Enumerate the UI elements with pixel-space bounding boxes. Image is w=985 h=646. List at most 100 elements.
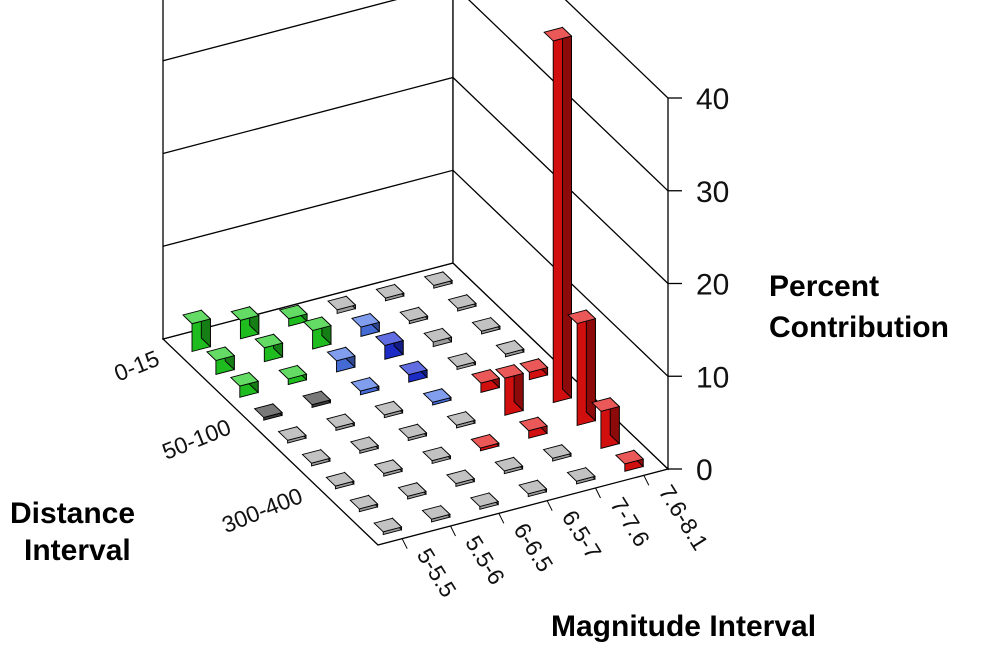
bar-top-face — [519, 358, 549, 373]
bar-top-face — [398, 423, 428, 439]
gridline — [162, 76, 669, 284]
z-tick-label: 40 — [696, 83, 729, 116]
bar — [350, 376, 380, 396]
distance-tick-label: 50-100 — [158, 414, 234, 465]
bar — [494, 456, 524, 475]
bar — [495, 339, 525, 358]
bar — [326, 346, 356, 373]
magnitude-tick-mark — [546, 500, 553, 511]
bar — [351, 312, 381, 337]
bar — [399, 306, 429, 325]
bar — [542, 443, 572, 462]
bar-top-face — [543, 26, 573, 42]
magnitude-axis-title: Magnitude Interval — [551, 610, 816, 643]
bar — [591, 396, 621, 449]
bar-top-face — [469, 492, 500, 507]
bar-top-face — [471, 317, 501, 332]
bar — [614, 449, 645, 472]
bar — [469, 491, 500, 510]
bar — [446, 469, 476, 487]
magnitude-tick-label: 5.5-6 — [460, 531, 510, 589]
bar-top-face — [399, 306, 429, 322]
bar — [422, 446, 452, 465]
magnitude-tick-label: 6.5-7 — [557, 506, 607, 564]
bar — [471, 316, 501, 335]
bar-top-face — [374, 331, 405, 346]
bar — [230, 305, 260, 340]
bar-top-face — [373, 459, 403, 474]
bar-top-face — [567, 309, 597, 324]
bar — [421, 504, 451, 523]
bar — [423, 270, 453, 289]
bar-top-face — [422, 388, 452, 403]
bar-top-face — [423, 271, 453, 286]
bar — [278, 364, 308, 386]
bar — [494, 363, 525, 416]
bar-top-face — [373, 517, 403, 533]
bar-top-face — [325, 472, 355, 487]
bar-top-face — [494, 456, 524, 472]
bar-top-face — [566, 467, 596, 482]
z-tick-label: 20 — [696, 269, 729, 302]
bar — [302, 315, 332, 350]
gridline — [162, 0, 669, 192]
bar-top-face — [253, 403, 283, 418]
bar-top-face — [230, 306, 260, 321]
bar-top-face — [349, 494, 379, 510]
chart-left-wall — [162, 0, 454, 340]
bar — [518, 479, 548, 498]
bar-top-face — [446, 411, 476, 426]
bar — [302, 390, 332, 409]
bar-top-face — [351, 313, 381, 328]
bar-top-face — [470, 434, 500, 449]
bar-top-face — [302, 316, 332, 331]
magnitude-tick-mark — [595, 487, 601, 499]
bar-top-face — [446, 469, 476, 485]
bar-top-face — [494, 364, 525, 379]
bar-top-face — [447, 294, 477, 309]
bar-top-face — [326, 413, 356, 429]
bar — [327, 295, 357, 315]
bar — [447, 293, 477, 312]
bar — [398, 360, 428, 383]
magnitude-tick-label: 7.6-8.1 — [654, 480, 714, 555]
magnitude-tick-label: 6-6.5 — [509, 518, 559, 576]
bar-top-face — [350, 377, 380, 392]
bar — [277, 425, 307, 444]
chart-walls — [161, 0, 670, 546]
bar — [422, 387, 452, 406]
bar — [325, 471, 355, 490]
distance-tick-label: 300-400 — [218, 482, 306, 538]
bar-group — [182, 26, 645, 536]
bar-top-face — [397, 482, 427, 497]
z-tick-label: 0 — [696, 454, 713, 487]
bar-top-face — [495, 340, 525, 355]
bar-top-face — [326, 346, 356, 362]
bar-top-face — [518, 479, 548, 495]
distance-axis-title-line2: Interval — [24, 534, 131, 567]
magnitude-tick-label: 7-7.6 — [605, 493, 655, 551]
bar-top-face — [375, 284, 405, 299]
bar-top-face — [591, 397, 621, 412]
bar-top-face — [542, 444, 572, 459]
bar-top-face — [349, 436, 380, 451]
bar-top-face — [254, 333, 284, 349]
bar-top-face — [374, 400, 404, 416]
bar-top-face — [447, 352, 477, 368]
bar — [567, 308, 597, 427]
magnitude-tick-mark — [450, 525, 456, 537]
bar — [446, 410, 476, 429]
magnitude-tick-mark — [643, 475, 650, 486]
gridline — [162, 169, 669, 377]
bar — [374, 400, 404, 419]
bar-side-face — [562, 26, 572, 399]
bar-top-face — [277, 426, 307, 441]
bar — [182, 309, 212, 353]
bar — [349, 494, 379, 513]
magnitude-tick-mark — [498, 513, 505, 524]
bar-top-face — [278, 365, 308, 380]
bar-top-face — [398, 360, 428, 376]
bar — [447, 352, 477, 371]
bar-top-face — [278, 304, 308, 320]
